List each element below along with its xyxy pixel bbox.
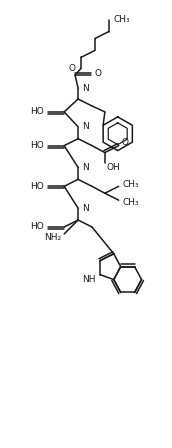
Text: N: N <box>82 204 89 213</box>
Text: O: O <box>68 64 75 73</box>
Text: HO: HO <box>31 182 44 191</box>
Text: O: O <box>122 138 129 147</box>
Text: CH₃: CH₃ <box>114 15 130 24</box>
Text: HO: HO <box>31 141 44 150</box>
Text: NH₂: NH₂ <box>44 233 61 242</box>
Text: N: N <box>82 163 89 172</box>
Text: N: N <box>82 122 89 131</box>
Text: OH: OH <box>107 163 121 172</box>
Text: N: N <box>82 84 89 93</box>
Text: O: O <box>95 69 102 78</box>
Text: NH: NH <box>82 275 96 284</box>
Text: CH₃: CH₃ <box>123 180 139 189</box>
Text: HO: HO <box>31 108 44 116</box>
Text: CH₃: CH₃ <box>123 198 139 207</box>
Text: HO: HO <box>31 223 44 232</box>
